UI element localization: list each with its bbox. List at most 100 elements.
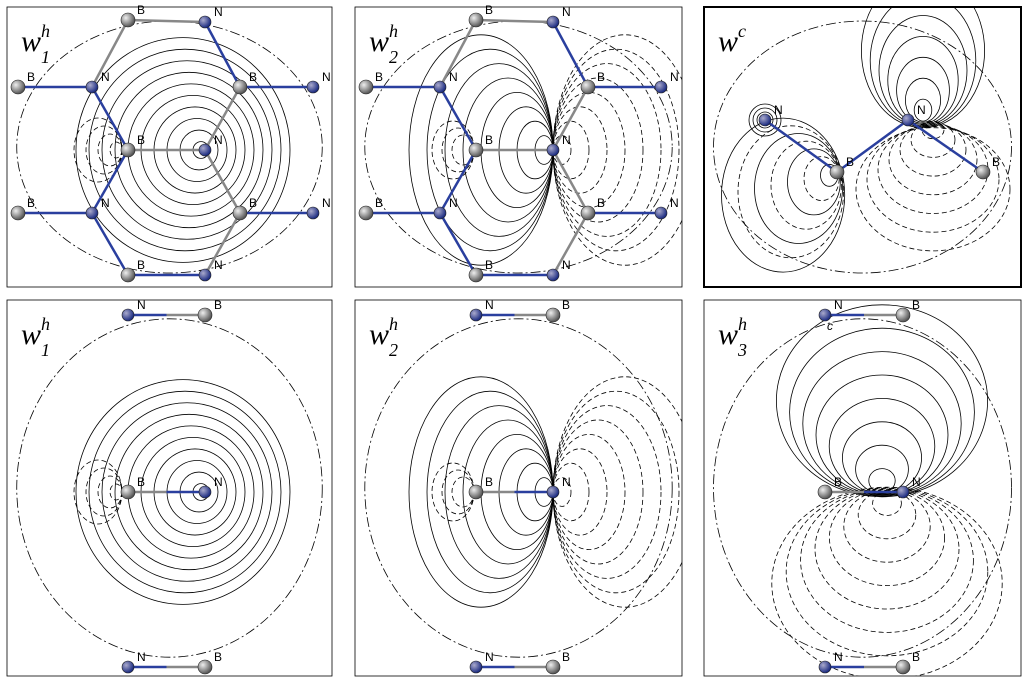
panel: NBBNNBwh2 — [355, 298, 697, 676]
contour — [815, 489, 959, 609]
contour — [365, 319, 672, 657]
label-sup: h — [389, 314, 398, 334]
atom — [86, 207, 98, 219]
atom-label: N — [137, 650, 146, 664]
atom — [976, 165, 990, 179]
bond — [128, 20, 205, 22]
atom — [470, 661, 482, 673]
contours — [17, 21, 323, 273]
contour — [86, 468, 122, 516]
contour — [858, 491, 916, 539]
bond — [553, 22, 588, 87]
contours — [365, 21, 697, 273]
atom-label: B — [834, 475, 842, 489]
figure: BNNBBNBNBNBNBNwh1BNNBBNBNBNBNBNwh2NNBBwc… — [0, 0, 1022, 677]
atom-label: N — [562, 133, 571, 147]
atom-label: N — [449, 70, 458, 84]
contour — [844, 490, 930, 562]
atom-label: B — [27, 196, 35, 210]
atom — [902, 114, 914, 126]
atom-label: B — [375, 196, 383, 210]
atom — [233, 206, 247, 220]
atom — [469, 268, 483, 282]
atom — [759, 114, 771, 126]
contour — [722, 118, 845, 272]
atom — [547, 144, 559, 156]
contour — [803, 352, 961, 496]
atom-label: B — [992, 155, 1000, 169]
atom — [547, 486, 559, 498]
atom-label: N — [101, 196, 110, 210]
atom-label: B — [562, 650, 570, 664]
label-base: w — [21, 318, 41, 351]
label-sup: c — [738, 21, 746, 41]
contour — [17, 319, 323, 657]
atom — [121, 268, 135, 282]
atom — [469, 485, 483, 499]
contour — [553, 49, 679, 251]
label-sub: 2 — [389, 340, 398, 360]
contours — [365, 319, 697, 657]
atom-note: c — [827, 319, 833, 333]
label-sub: 2 — [389, 47, 398, 67]
atom — [581, 80, 595, 94]
atom-label: N — [774, 103, 783, 117]
contour — [867, 127, 999, 233]
atom — [11, 80, 25, 94]
atom-label: N — [322, 196, 331, 210]
contour — [776, 305, 987, 497]
contour — [553, 391, 679, 593]
panel-frame — [704, 300, 1021, 676]
atom-label: N — [562, 475, 571, 489]
atom-label: N — [449, 196, 458, 210]
contour — [856, 128, 1010, 251]
contour — [432, 121, 474, 179]
contours — [17, 319, 323, 657]
panel-frame — [7, 300, 332, 676]
atom — [86, 81, 98, 93]
atom — [122, 309, 134, 321]
atom — [818, 485, 832, 499]
atom-label: B — [137, 3, 145, 17]
contour — [790, 328, 975, 496]
contour — [856, 445, 909, 493]
atom — [198, 308, 212, 322]
label-base: w — [718, 25, 738, 58]
atom — [434, 81, 446, 93]
atom — [359, 206, 373, 220]
bond — [205, 22, 240, 87]
atom-label: N — [670, 196, 679, 210]
label-base: w — [718, 318, 738, 351]
atom — [655, 207, 667, 219]
atom — [896, 660, 910, 674]
atom-label: B — [846, 155, 854, 169]
atom-label: N — [101, 70, 110, 84]
atom — [233, 80, 247, 94]
contour — [110, 142, 122, 158]
atom — [199, 16, 211, 28]
contour — [829, 490, 944, 586]
atom — [469, 143, 483, 157]
contour — [900, 123, 966, 176]
atom-label: B — [137, 133, 145, 147]
atom — [199, 269, 211, 281]
atom — [896, 308, 910, 322]
contour — [755, 134, 843, 244]
bond — [440, 213, 476, 275]
panel-label: wc — [718, 21, 746, 58]
atom — [470, 309, 482, 321]
atom-label: B — [597, 196, 605, 210]
contour — [842, 422, 921, 494]
contour — [553, 107, 607, 193]
label-sup: h — [41, 314, 50, 334]
contour — [801, 488, 974, 632]
atom-label: B — [485, 3, 493, 17]
panel-frame — [355, 300, 682, 676]
label-base: w — [369, 25, 389, 58]
atom — [199, 144, 211, 156]
